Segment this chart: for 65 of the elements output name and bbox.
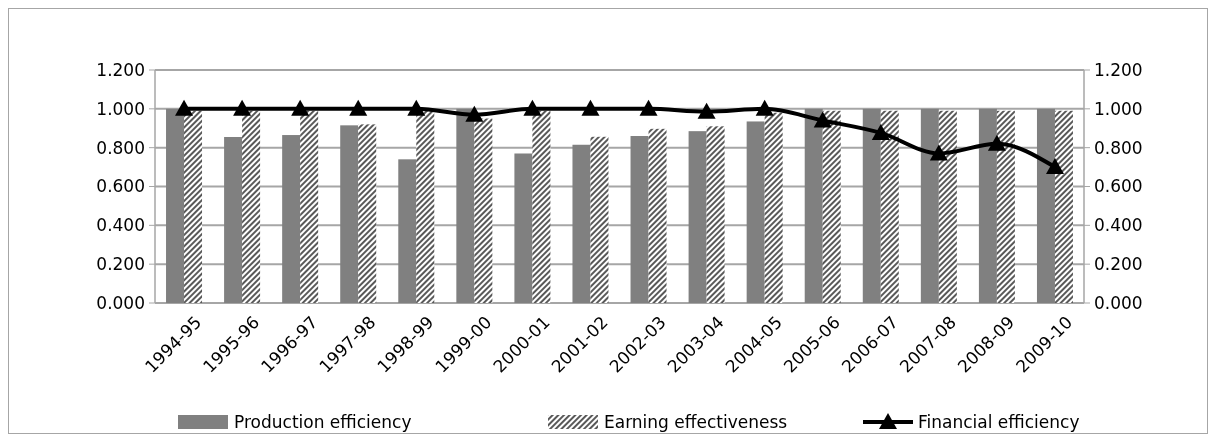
y2-tick-label: 1.000 — [1094, 98, 1143, 119]
bar — [224, 136, 243, 303]
y-tick-label: 0.400 — [96, 215, 145, 236]
point — [929, 144, 948, 161]
bar — [920, 108, 939, 303]
bar — [282, 135, 301, 303]
bar — [1054, 110, 1073, 303]
bar — [764, 112, 783, 303]
bar — [340, 125, 359, 303]
bar — [688, 131, 707, 303]
point — [871, 123, 890, 140]
y-tick-label: 0.600 — [96, 176, 145, 197]
bar — [978, 108, 997, 303]
bar — [242, 110, 261, 303]
y-tick-label: 0.800 — [96, 137, 145, 158]
y2-tick-label: 0.800 — [1094, 137, 1143, 158]
bar — [938, 110, 957, 303]
bar — [746, 121, 765, 303]
point — [813, 111, 832, 128]
point — [349, 99, 368, 116]
bar — [590, 136, 609, 303]
bar — [416, 110, 435, 303]
bar — [822, 110, 841, 303]
point — [233, 99, 252, 116]
bar — [166, 108, 185, 303]
point — [639, 99, 658, 116]
y2-tick-label: 0.200 — [1094, 254, 1143, 275]
bar — [880, 110, 899, 303]
point — [1045, 158, 1064, 175]
point — [581, 99, 600, 116]
legend-label: Earning effectiveness — [604, 411, 788, 432]
y-tick-label: 0.000 — [96, 292, 145, 313]
bar — [996, 110, 1015, 303]
bar — [456, 108, 475, 303]
bar — [514, 153, 533, 303]
point — [291, 99, 310, 116]
point — [523, 99, 542, 116]
bar — [398, 159, 417, 303]
y-tick-label: 0.200 — [96, 254, 145, 275]
bar — [648, 128, 667, 303]
point — [987, 134, 1006, 151]
point — [697, 102, 716, 119]
point — [175, 99, 194, 116]
bar — [630, 136, 649, 303]
bar — [532, 110, 551, 303]
point — [755, 99, 774, 116]
bar — [1036, 108, 1055, 303]
bar — [474, 118, 493, 303]
bar — [300, 110, 319, 303]
bar — [804, 108, 823, 303]
bar — [862, 108, 881, 303]
bar — [184, 110, 203, 303]
bar — [358, 124, 377, 303]
legend-label: Production efficiency — [234, 411, 412, 432]
point — [407, 99, 426, 116]
legend-label: Financial efficiency — [918, 411, 1080, 432]
y2-tick-label: 0.000 — [1094, 292, 1143, 313]
y2-tick-label: 1.200 — [1094, 59, 1143, 80]
y2-tick-label: 0.600 — [1094, 176, 1143, 197]
y-tick-label: 1.000 — [96, 98, 145, 119]
y2-tick-label: 0.400 — [1094, 215, 1143, 236]
y-tick-label: 1.200 — [96, 59, 145, 80]
bar — [572, 144, 591, 303]
point — [465, 105, 484, 122]
bar — [706, 126, 725, 303]
